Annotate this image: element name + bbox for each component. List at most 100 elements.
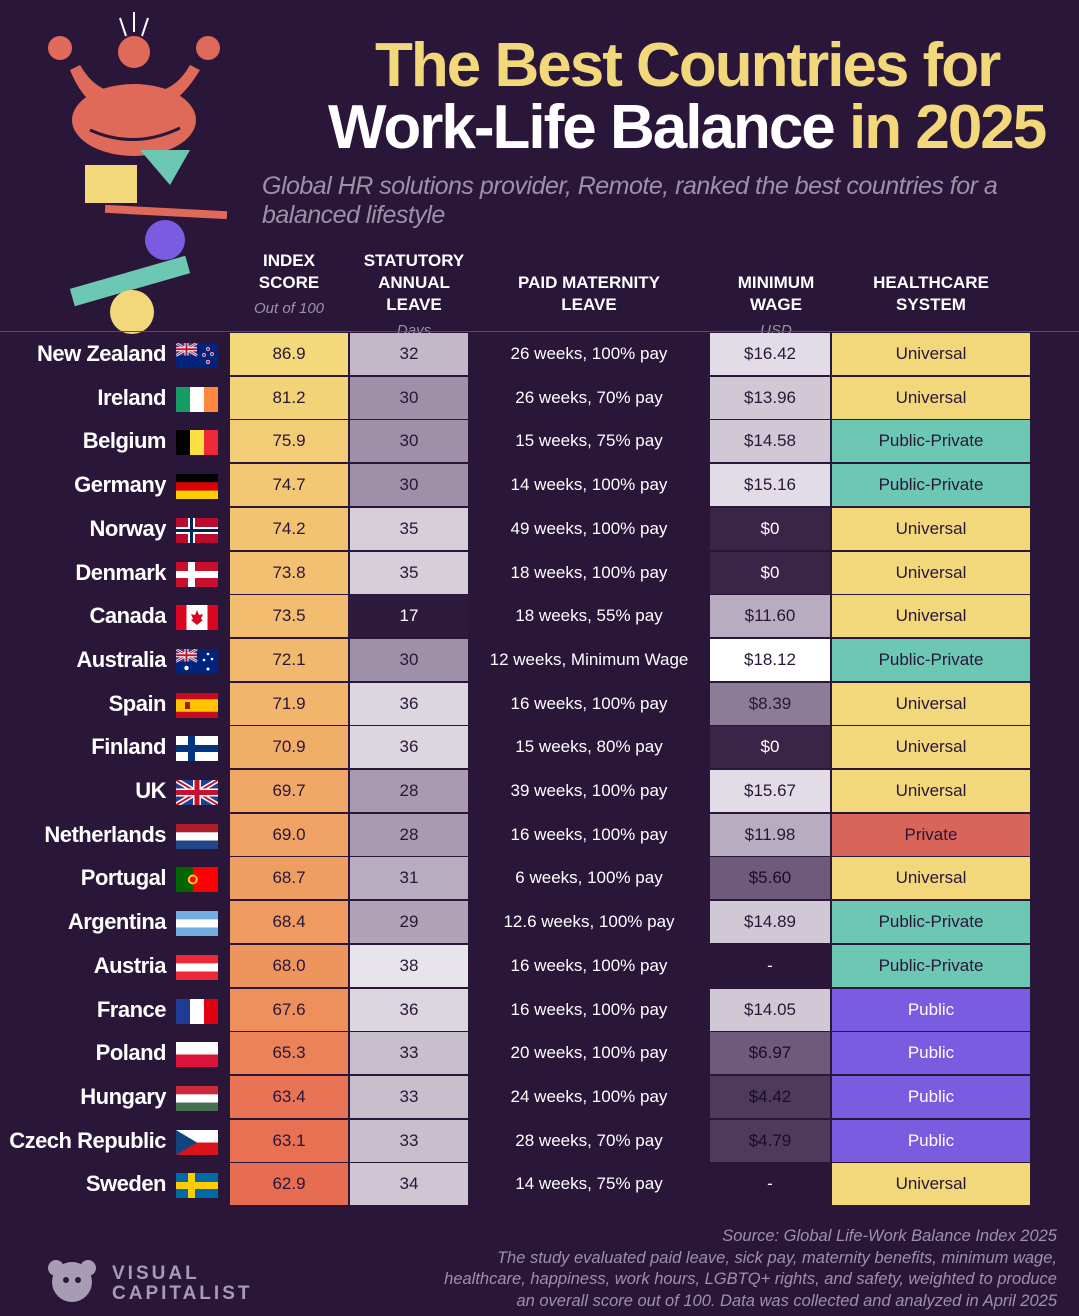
- healthcare-cell: Public-Private: [832, 420, 1030, 463]
- annual-leave-cell: 30: [350, 464, 468, 507]
- healthcare-cell: Universal: [832, 1163, 1030, 1206]
- index-score-cell: 63.4: [230, 1075, 348, 1118]
- cz-flag-icon: [176, 1129, 218, 1155]
- pt-flag-icon: [176, 867, 218, 893]
- visual-capitalist-logo: VISUAL CAPITALIST: [40, 1256, 260, 1306]
- ca-flag-icon: [176, 605, 218, 631]
- table-row: France 67.6 36 16 weeks, 100% pay $14.05 Publ…: [0, 988, 1079, 1031]
- title-line-2: Work-Life Balance in 2025: [250, 92, 1050, 163]
- index-score-cell: 68.7: [230, 857, 348, 900]
- minimum-wage-cell: $11.60: [710, 595, 830, 638]
- fr-flag-icon: [176, 998, 218, 1024]
- title-line-1: The Best Countries for: [375, 31, 1001, 100]
- country-name: Australia: [76, 646, 166, 672]
- minimum-wage-cell: $0: [710, 507, 830, 550]
- table-row: Czech Republic 63.1 33 28 weeks, 70% pay $4.…: [0, 1119, 1079, 1162]
- de-flag-icon: [176, 474, 218, 500]
- index-score-cell: 74.7: [230, 464, 348, 507]
- healthcare-cell: Universal: [832, 376, 1030, 419]
- maternity-leave-cell: 28 weeks, 70% pay: [470, 1119, 708, 1162]
- maternity-leave-cell: 12 weeks, Minimum Wage: [470, 638, 708, 681]
- table-row: Denmark 73.8 35 18 weeks, 100% pay $0 Univers…: [0, 551, 1079, 594]
- index-score-cell: 62.9: [230, 1163, 348, 1206]
- table-row: Argentina 68.4 29 12.6 weeks, 100% pay $14.8…: [0, 901, 1079, 944]
- maternity-leave-cell: 15 weeks, 75% pay: [470, 420, 708, 463]
- annual-leave-cell: 36: [350, 726, 468, 769]
- annual-leave-cell: 17: [350, 595, 468, 638]
- index-score-cell: 65.3: [230, 1032, 348, 1075]
- healthcare-cell: Universal: [832, 770, 1030, 812]
- minimum-wage-cell: $8.39: [710, 682, 830, 725]
- header-health-l2: SYSTEM: [896, 295, 966, 314]
- table-row: Australia 72.1 30 12 weeks, Minimum Wage $18…: [0, 638, 1079, 681]
- header-health-l1: HEALTHCARE: [873, 273, 989, 292]
- annual-leave-cell: 33: [350, 1075, 468, 1118]
- minimum-wage-cell: $5.60: [710, 857, 830, 900]
- nl-flag-icon: [176, 823, 218, 849]
- source-line: healthcare, happiness, work hours, LGBTQ…: [444, 1270, 1057, 1288]
- index-score-cell: 86.9: [230, 333, 348, 375]
- index-score-cell: 73.8: [230, 551, 348, 594]
- annual-leave-cell: 28: [350, 813, 468, 856]
- index-score-cell: 71.9: [230, 682, 348, 725]
- annual-leave-cell: 35: [350, 551, 468, 594]
- index-score-cell: 74.2: [230, 507, 348, 550]
- minimum-wage-cell: $18.12: [710, 638, 830, 681]
- dk-flag-icon: [176, 561, 218, 587]
- country-name: Hungary: [80, 1083, 166, 1109]
- maternity-leave-cell: 14 weeks, 100% pay: [470, 464, 708, 507]
- minimum-wage-cell: $14.89: [710, 901, 830, 944]
- country-name: Poland: [95, 1040, 167, 1066]
- minimum-wage-cell: $0: [710, 726, 830, 769]
- annual-leave-cell: 36: [350, 682, 468, 725]
- table-row: Germany 74.7 30 14 weeks, 100% pay $15.16 Pub…: [0, 464, 1079, 507]
- table-row: Belgium 75.9 30 15 weeks, 75% pay $14.58 Publ…: [0, 420, 1079, 463]
- maternity-leave-cell: 24 weeks, 100% pay: [470, 1075, 708, 1118]
- minimum-wage-cell: $6.97: [710, 1032, 830, 1075]
- country-name: France: [96, 996, 167, 1022]
- index-score-cell: 72.1: [230, 638, 348, 681]
- healthcare-cell: Public-Private: [832, 944, 1030, 987]
- country-name: Finland: [91, 734, 166, 760]
- header-index-sub: Out of 100: [253, 300, 325, 317]
- table-row: Netherlands 69.0 28 16 weeks, 100% pay $11.9…: [0, 813, 1079, 856]
- ie-flag-icon: [176, 386, 218, 412]
- healthcare-cell: Universal: [832, 726, 1030, 769]
- annual-leave-cell: 30: [350, 420, 468, 463]
- header-divider: [0, 331, 1079, 332]
- minimum-wage-cell: $14.05: [710, 988, 830, 1031]
- no-flag-icon: [176, 517, 218, 543]
- healthcare-cell: Universal: [832, 595, 1030, 638]
- title-line-2-white: Work-Life Balance: [328, 93, 850, 162]
- healthcare-cell: Universal: [832, 551, 1030, 594]
- be-flag-icon: [176, 430, 218, 456]
- maternity-leave-cell: 18 weeks, 100% pay: [470, 551, 708, 594]
- minimum-wage-cell: $15.16: [710, 464, 830, 507]
- country-name: Germany: [74, 472, 166, 498]
- country-name: Czech Republic: [9, 1127, 166, 1153]
- annual-leave-cell: 32: [350, 333, 468, 375]
- healthcare-cell: Public-Private: [832, 464, 1030, 507]
- maternity-leave-cell: 16 weeks, 100% pay: [470, 944, 708, 987]
- annual-leave-cell: 30: [350, 638, 468, 681]
- maternity-leave-cell: 12.6 weeks, 100% pay: [470, 901, 708, 944]
- source-line: Source: Global Life-Work Balance Index 2…: [722, 1227, 1057, 1245]
- table-row: Hungary 63.4 33 24 weeks, 100% pay $4.42 Publ…: [0, 1075, 1079, 1118]
- index-score-cell: 67.6: [230, 988, 348, 1031]
- healthcare-cell: Public: [832, 1075, 1030, 1118]
- logo-line-1: VISUAL: [112, 1263, 200, 1284]
- healthcare-cell: Universal: [832, 857, 1030, 900]
- country-name: Argentina: [67, 909, 167, 935]
- title-line-2-highlight: in 2025: [849, 93, 1047, 162]
- healthcare-cell: Universal: [832, 507, 1030, 550]
- annual-leave-cell: 33: [350, 1032, 468, 1075]
- country-name: Austria: [93, 952, 167, 978]
- maternity-leave-cell: 26 weeks, 70% pay: [470, 376, 708, 419]
- table-row: Norway 74.2 35 49 weeks, 100% pay $0 Universa…: [0, 507, 1079, 550]
- table-row: Poland 65.3 33 20 weeks, 100% pay $6.97 Publi…: [0, 1032, 1079, 1075]
- minimum-wage-cell: $13.96: [710, 376, 830, 419]
- header-maternity-l1: PAID MATERNITY: [518, 273, 660, 292]
- annual-leave-cell: 33: [350, 1119, 468, 1162]
- header-healthcare: HEALTHCARE SYSTEM: [832, 272, 1030, 316]
- annual-leave-cell: 28: [350, 770, 468, 812]
